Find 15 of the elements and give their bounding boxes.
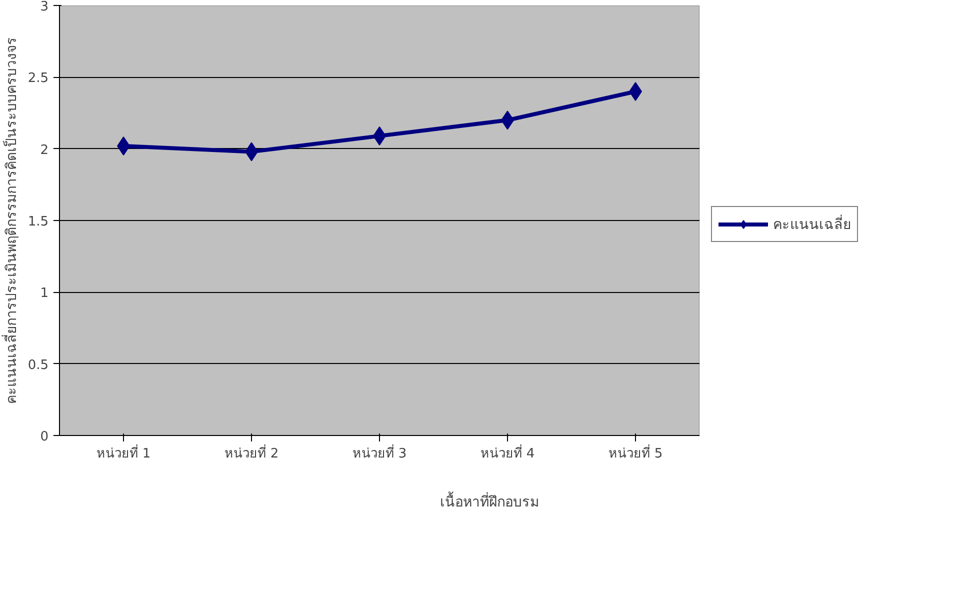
y-tick-label: 2 — [40, 142, 49, 158]
y-tick-label: 1.5 — [28, 214, 49, 230]
x-axis-title: เนื้อหาที่ฝึกอบรม — [440, 492, 539, 510]
x-tick-label: หน่วยที่ 3 — [352, 444, 407, 462]
y-tick-label: 0 — [40, 430, 49, 444]
legend-label: คะแนนเฉลี่ย — [773, 214, 851, 234]
x-tick-label: หน่วยที่ 4 — [480, 444, 535, 462]
x-tick-label: หน่วยที่ 2 — [224, 444, 279, 462]
y-tick-label: 3 — [40, 0, 49, 14]
x-tick-label: หน่วยที่ 5 — [608, 444, 663, 462]
y-tick-label: 1 — [40, 286, 49, 302]
y-tick-label: 0.5 — [28, 358, 49, 373]
y-tick-label: 2.5 — [28, 71, 49, 86]
y-axis-title: คะแนนเฉลี่ยการประเมินพฤติกรรมการคิดเป็นระบบครบวงจร — [2, 37, 20, 404]
x-tick-label: หน่วยที่ 1 — [96, 444, 151, 462]
